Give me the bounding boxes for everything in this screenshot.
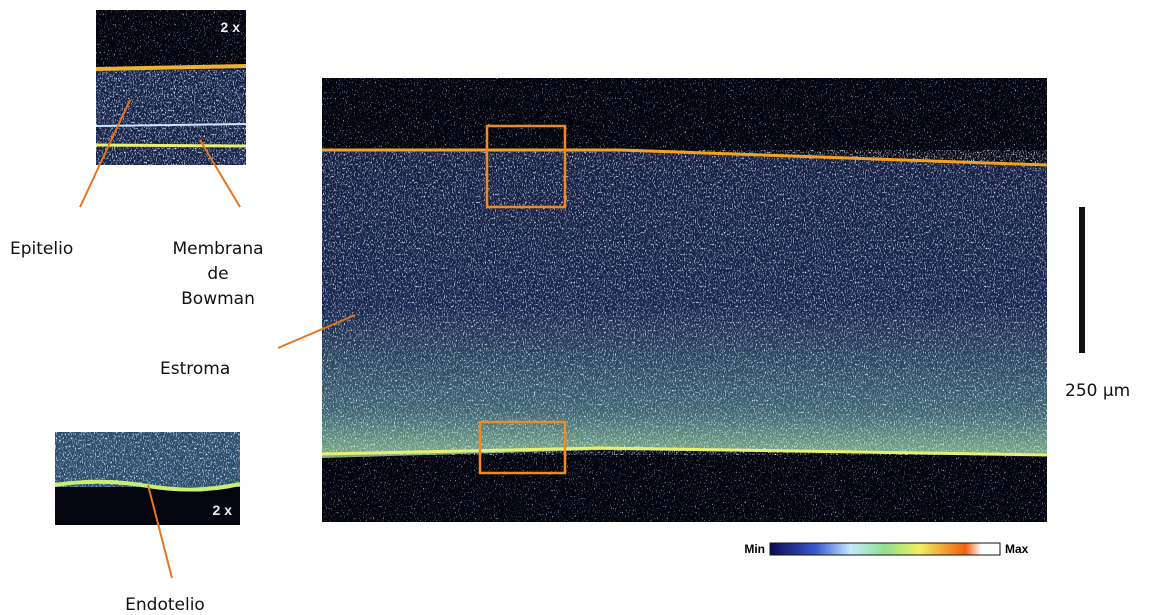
- figure: 2 x 2 x Epitelio Membrana de Bowman Estr…: [0, 0, 1154, 615]
- color-bar: [770, 543, 1000, 555]
- label-endotelio: Endotelio: [125, 595, 205, 615]
- inset-top: 2 x: [96, 10, 246, 165]
- label-bowman: Bowman: [181, 289, 255, 309]
- oct-image: [322, 78, 1047, 522]
- label-bowman: de: [207, 264, 228, 284]
- label-estroma: Estroma: [160, 359, 230, 379]
- inset-bottom: 2 x: [55, 432, 240, 525]
- label-bowman: Membrana: [172, 239, 263, 259]
- color-max: Max: [1005, 542, 1029, 556]
- zoom-label: 2 x: [221, 19, 241, 35]
- scale-label: 250 µm: [1065, 381, 1130, 401]
- label-epitelio: Epitelio: [10, 239, 73, 259]
- color-min: Min: [744, 542, 765, 556]
- zoom-label: 2 x: [213, 502, 233, 518]
- scale-bar: [1079, 207, 1085, 353]
